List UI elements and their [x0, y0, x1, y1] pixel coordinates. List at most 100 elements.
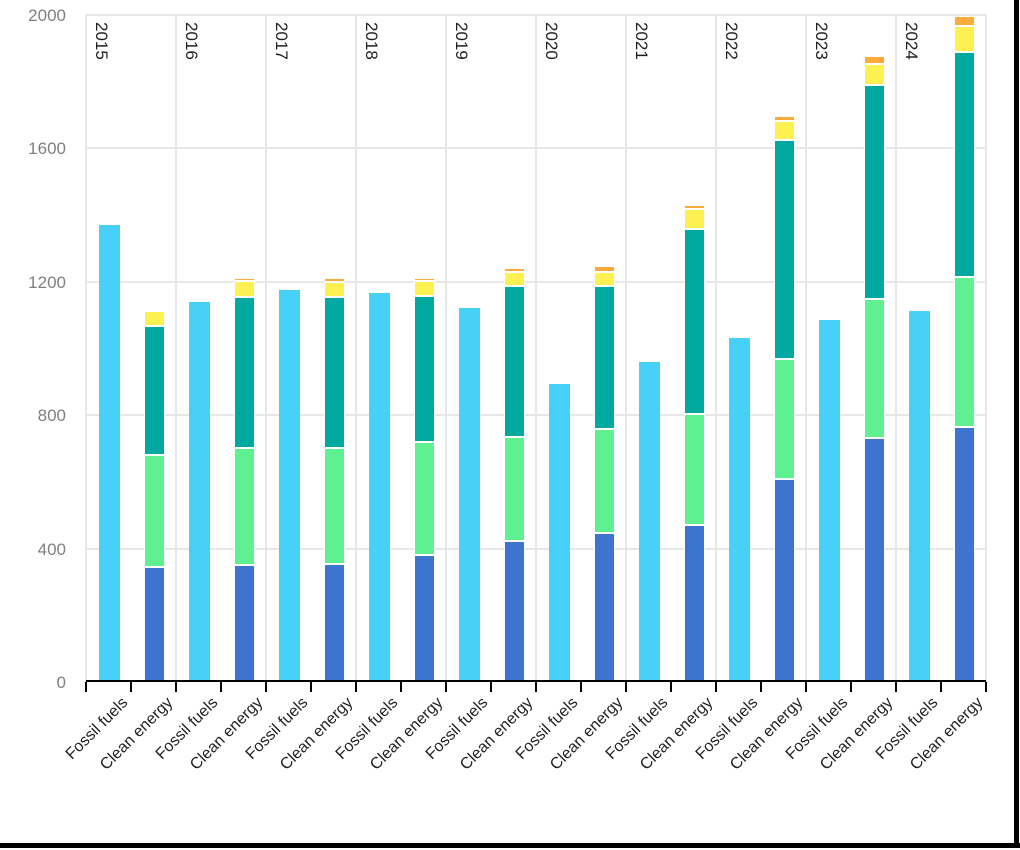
clean-energy-segment-blue-bar-segment — [864, 437, 885, 682]
x-axis-tick — [400, 682, 402, 692]
clean-energy-segment-yellow-bar-segment — [774, 121, 795, 141]
fossil-fuels-bar — [279, 290, 300, 682]
clean-energy-segment-teal-bar-segment — [864, 85, 885, 299]
frame-border-bottom — [0, 843, 1020, 848]
clean-energy-segment-yellow-bar-segment — [144, 310, 165, 326]
clean-energy-segment-blue-bar-segment — [414, 554, 435, 682]
vertical-gridline — [355, 15, 357, 682]
x-axis-tick — [85, 682, 87, 692]
x-axis-tick — [715, 682, 717, 692]
clean-energy-segment-teal-bar-segment — [234, 296, 255, 448]
x-axis-line — [86, 680, 986, 682]
fossil-fuels-bar — [909, 310, 930, 682]
x-axis-tick — [805, 682, 807, 692]
vertical-gridline — [85, 15, 87, 682]
clean-energy-segment-teal-bar-segment — [144, 325, 165, 455]
clean-energy-segment-light-green-bar-segment — [504, 436, 525, 541]
fossil-fuels-bar — [369, 293, 390, 682]
x-axis-tick — [175, 682, 177, 692]
clean-energy-segment-blue-bar-segment — [684, 524, 705, 682]
x-axis-tick — [355, 682, 357, 692]
clean-energy-segment-blue-bar-segment — [504, 540, 525, 682]
y-axis-tick-label: 2000 — [28, 6, 66, 25]
year-label: 2023 — [812, 22, 831, 60]
clean-energy-segment-teal-bar-segment — [594, 285, 615, 429]
fossil-fuels-bar — [189, 302, 210, 682]
y-axis-tick-label: 1600 — [28, 139, 66, 159]
frame-border-right — [1014, 0, 1019, 848]
vertical-gridline — [985, 15, 987, 682]
clean-energy-segment-yellow-bar-segment — [414, 281, 435, 296]
clean-energy-segment-teal-bar-segment — [414, 295, 435, 442]
y-axis-tick-label: 800 — [37, 406, 66, 426]
clean-energy-segment-yellow-bar-segment — [864, 64, 885, 86]
fossil-fuels-bar — [729, 338, 750, 682]
clean-energy-segment-blue-bar-segment — [594, 532, 615, 682]
clean-energy-segment-orange-bar-segment — [594, 265, 615, 272]
clean-energy-segment-orange-bar-segment — [234, 277, 255, 282]
clean-energy-segment-orange-bar-segment — [684, 205, 705, 209]
clean-energy-segment-orange-bar-segment — [774, 116, 795, 122]
x-axis-tick — [580, 682, 582, 692]
y-axis-tick-label: 1200 — [28, 272, 66, 292]
year-label: 2022 — [722, 22, 741, 60]
vertical-gridline — [535, 15, 537, 682]
y-axis-tick-label: 0 — [56, 673, 66, 692]
x-axis-tick — [985, 682, 987, 692]
clean-energy-segment-yellow-bar-segment — [234, 281, 255, 297]
clean-energy-segment-yellow-bar-segment — [684, 208, 705, 230]
clean-energy-segment-blue-bar-segment — [774, 478, 795, 682]
vertical-gridline — [175, 15, 177, 682]
clean-energy-segment-blue-bar-segment — [954, 426, 975, 682]
x-axis-tick — [310, 682, 312, 692]
year-label: 2024 — [902, 22, 921, 60]
clean-energy-segment-orange-bar-segment — [324, 278, 345, 282]
fossil-fuels-bar — [459, 307, 480, 682]
clean-energy-segment-yellow-bar-segment — [324, 281, 345, 298]
clean-energy-segment-blue-bar-segment — [234, 564, 255, 682]
year-label: 2018 — [362, 22, 381, 60]
clean-energy-segment-light-green-bar-segment — [684, 413, 705, 525]
clean-energy-segment-orange-bar-segment — [954, 15, 975, 26]
fossil-fuels-bar — [639, 361, 660, 682]
clean-energy-segment-light-green-bar-segment — [324, 447, 345, 564]
clean-energy-segment-light-green-bar-segment — [414, 441, 435, 555]
x-axis-tick — [940, 682, 942, 692]
clean-energy-segment-teal-bar-segment — [324, 297, 345, 448]
clean-energy-segment-blue-bar-segment — [324, 563, 345, 682]
x-axis-tick — [445, 682, 447, 692]
clean-energy-segment-light-green-bar-segment — [774, 358, 795, 479]
x-axis-tick — [220, 682, 222, 692]
fossil-fuels-bar — [99, 225, 120, 682]
vertical-gridline — [265, 15, 267, 682]
x-axis-tick — [895, 682, 897, 692]
vertical-gridline — [625, 15, 627, 682]
clean-energy-segment-yellow-bar-segment — [594, 271, 615, 286]
x-axis-tick — [625, 682, 627, 692]
vertical-gridline — [895, 15, 897, 682]
clean-energy-segment-blue-bar-segment — [144, 566, 165, 682]
clean-energy-segment-light-green-bar-segment — [864, 298, 885, 438]
clean-energy-segment-light-green-bar-segment — [594, 428, 615, 533]
x-axis-tick — [760, 682, 762, 692]
year-label: 2016 — [182, 22, 201, 60]
clean-energy-segment-yellow-bar-segment — [954, 25, 975, 53]
x-axis-tick — [490, 682, 492, 692]
clean-energy-segment-teal-bar-segment — [774, 140, 795, 359]
clean-energy-segment-teal-bar-segment — [684, 229, 705, 414]
x-axis-tick — [265, 682, 267, 692]
year-label: 2017 — [272, 22, 291, 60]
clean-energy-segment-light-green-bar-segment — [954, 276, 975, 427]
clean-energy-segment-yellow-bar-segment — [504, 271, 525, 286]
x-axis-tick — [130, 682, 132, 692]
clean-energy-segment-light-green-bar-segment — [234, 447, 255, 565]
clean-energy-segment-orange-bar-segment — [414, 277, 435, 282]
year-label: 2019 — [452, 22, 471, 60]
year-label: 2020 — [542, 22, 561, 60]
clean-energy-segment-light-green-bar-segment — [144, 454, 165, 567]
y-axis-tick-label: 400 — [37, 539, 66, 559]
vertical-gridline — [805, 15, 807, 682]
x-axis-tick — [535, 682, 537, 692]
fossil-fuels-bar — [819, 319, 840, 682]
